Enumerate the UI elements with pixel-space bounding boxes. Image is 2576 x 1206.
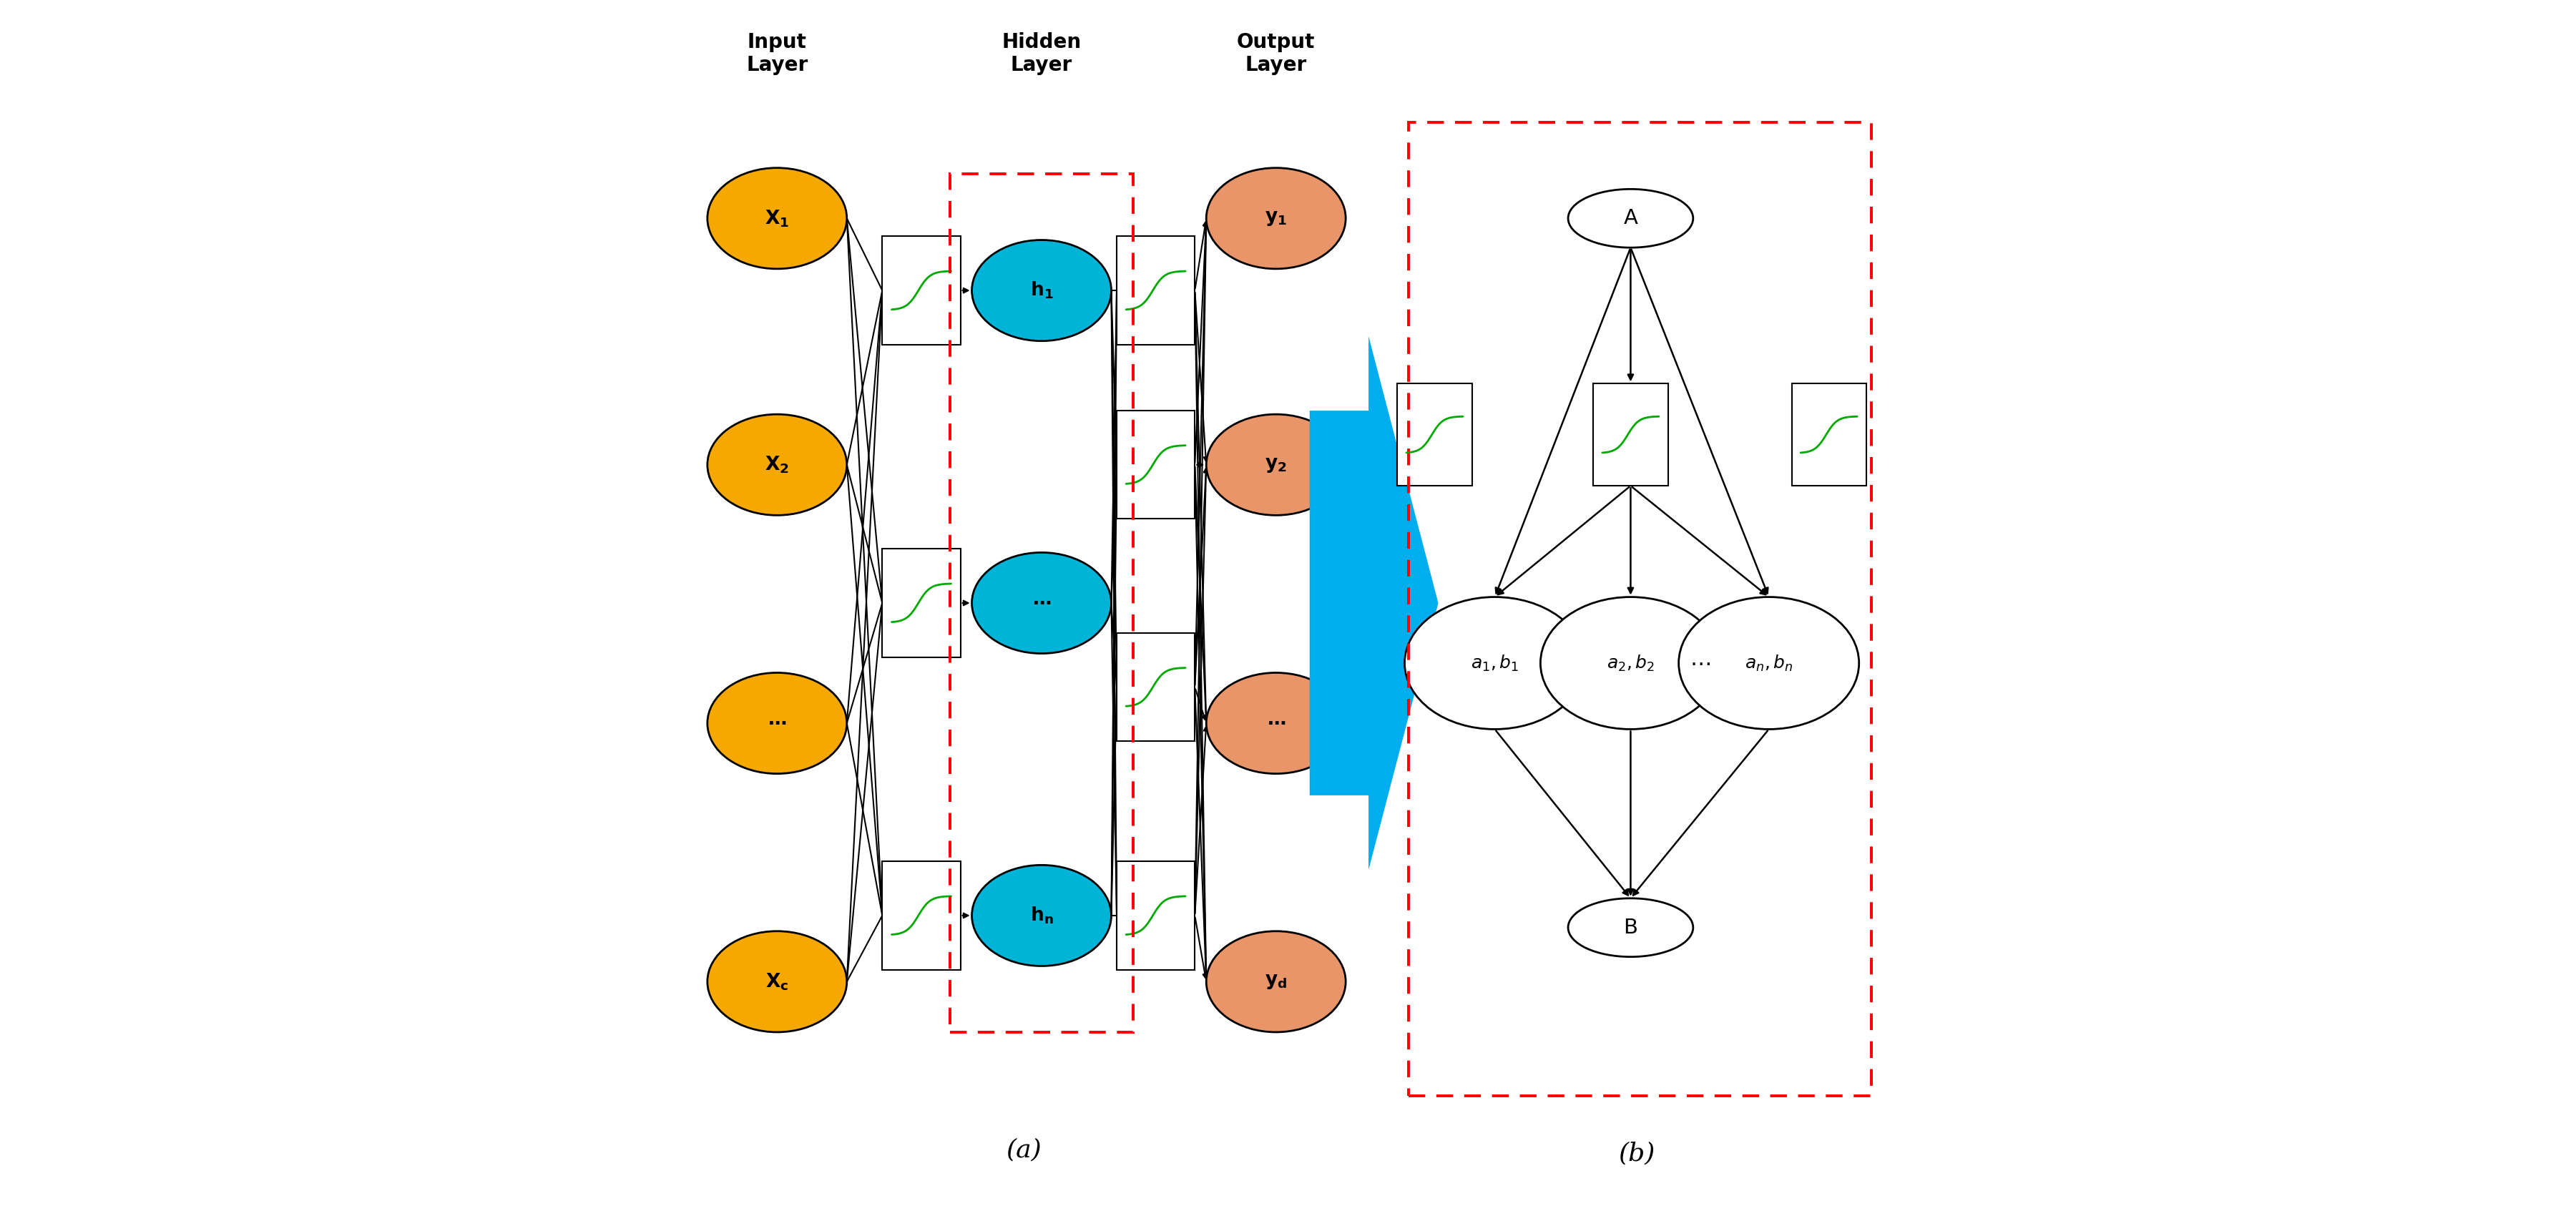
Text: $\mathbf{y_d}$: $\mathbf{y_d}$	[1265, 972, 1288, 991]
Text: $\mathbf{\cdots}$: $\mathbf{\cdots}$	[1033, 593, 1051, 613]
Ellipse shape	[708, 931, 848, 1032]
Text: $\mathbf{y_1}$: $\mathbf{y_1}$	[1265, 209, 1288, 228]
Text: Output
Layer: Output Layer	[1236, 33, 1316, 75]
FancyBboxPatch shape	[1396, 384, 1471, 486]
Text: $\mathbf{\cdots}$: $\mathbf{\cdots}$	[1267, 714, 1285, 732]
FancyBboxPatch shape	[884, 236, 961, 345]
Ellipse shape	[1206, 931, 1345, 1032]
Text: B: B	[1623, 918, 1638, 937]
Text: $a_n,b_n$: $a_n,b_n$	[1744, 654, 1793, 673]
Text: Hidden
Layer: Hidden Layer	[1002, 33, 1082, 75]
Text: $\mathbf{X_c}$: $\mathbf{X_c}$	[765, 972, 788, 991]
Text: $\mathbf{\cdots}$: $\mathbf{\cdots}$	[768, 714, 786, 732]
FancyBboxPatch shape	[1118, 236, 1195, 345]
Text: $a_2,b_2$: $a_2,b_2$	[1607, 654, 1654, 673]
Text: $\mathbf{h_1}$: $\mathbf{h_1}$	[1030, 280, 1054, 300]
FancyBboxPatch shape	[1793, 384, 1865, 486]
Ellipse shape	[1540, 597, 1721, 730]
FancyBboxPatch shape	[884, 549, 961, 657]
Text: $\mathbf{X_2}$: $\mathbf{X_2}$	[765, 455, 788, 475]
FancyBboxPatch shape	[1595, 384, 1667, 486]
Ellipse shape	[1206, 673, 1345, 774]
Ellipse shape	[1206, 168, 1345, 269]
Ellipse shape	[971, 240, 1110, 341]
Text: (b): (b)	[1618, 1141, 1654, 1166]
Ellipse shape	[708, 673, 848, 774]
Ellipse shape	[971, 865, 1110, 966]
Ellipse shape	[1404, 597, 1584, 730]
Ellipse shape	[1206, 415, 1345, 515]
Ellipse shape	[1680, 597, 1860, 730]
Text: $\mathbf{y_2}$: $\mathbf{y_2}$	[1265, 456, 1288, 474]
Text: $\mathbf{h_n}$: $\mathbf{h_n}$	[1030, 906, 1054, 926]
Text: A: A	[1623, 209, 1638, 228]
Text: $\mathbf{X_1}$: $\mathbf{X_1}$	[765, 209, 788, 229]
Polygon shape	[1309, 336, 1437, 870]
Ellipse shape	[1569, 898, 1692, 956]
Ellipse shape	[708, 415, 848, 515]
Ellipse shape	[1569, 189, 1692, 247]
FancyBboxPatch shape	[884, 861, 961, 970]
FancyBboxPatch shape	[1118, 861, 1195, 970]
FancyBboxPatch shape	[1118, 411, 1195, 519]
FancyBboxPatch shape	[1118, 633, 1195, 742]
Text: Input
Layer: Input Layer	[747, 33, 809, 75]
Text: $\cdots$: $\cdots$	[1690, 652, 1710, 673]
Ellipse shape	[708, 168, 848, 269]
Text: $a_1,b_1$: $a_1,b_1$	[1471, 654, 1520, 673]
Ellipse shape	[971, 552, 1110, 654]
Text: (a): (a)	[1005, 1137, 1041, 1163]
